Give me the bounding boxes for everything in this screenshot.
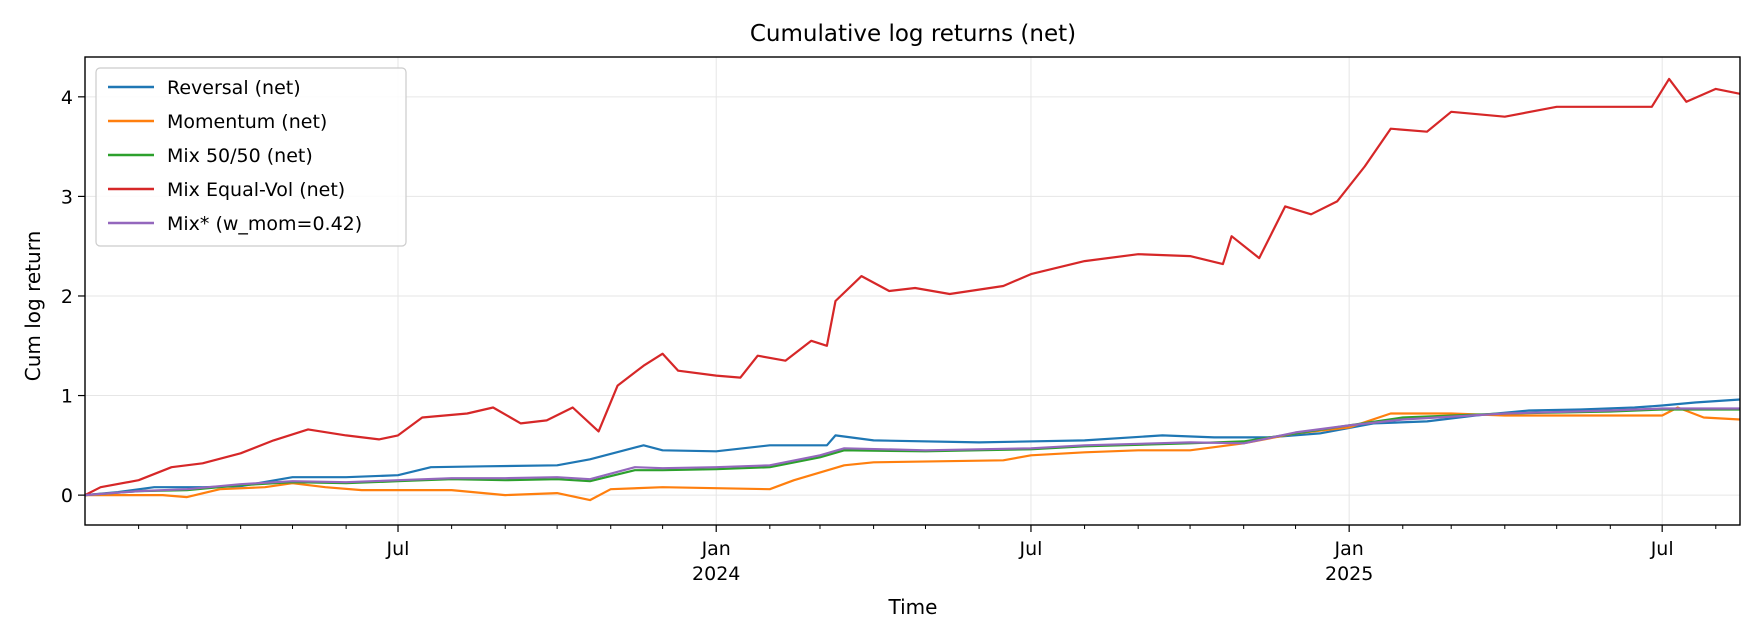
y-axis-title: Cum log return <box>21 231 45 381</box>
x-tick-year-label: 2025 <box>1325 563 1373 585</box>
series-lines <box>84 77 1741 502</box>
y-tick-label: 2 <box>61 286 73 308</box>
y-tick-label: 0 <box>61 485 73 507</box>
y-tick-label: 3 <box>61 186 73 208</box>
x-tick-label: Jul <box>1650 538 1674 560</box>
axis-ticks: 0 1 2 3 4 Jul Jan 2024 Jul Jan 2025 Jul <box>61 87 1717 585</box>
legend-label: Mix 50/50 (net) <box>167 145 313 167</box>
x-axis-title: Time <box>888 595 938 619</box>
legend-label: Reversal (net) <box>167 77 301 99</box>
legend: Reversal (net) Momentum (net) Mix 50/50 (n… <box>95 67 407 247</box>
plot-area-frame <box>84 56 1741 526</box>
legend-label: Momentum (net) <box>167 111 327 133</box>
y-tick-label: 1 <box>61 386 73 408</box>
series-line <box>84 77 1741 497</box>
legend-label: Mix* (w_mom=0.42) <box>167 213 362 235</box>
legend-frame <box>95 67 407 247</box>
legend-label: Mix Equal-Vol (net) <box>167 179 345 201</box>
x-tick-label: Jul <box>386 538 410 560</box>
x-tick-label: Jan <box>1334 538 1364 560</box>
x-tick-label: Jan <box>701 538 731 560</box>
x-tick-year-label: 2024 <box>692 563 740 585</box>
chart-title: Cumulative log returns (net) <box>750 21 1076 47</box>
series-line <box>84 407 1740 497</box>
y-tick-label: 4 <box>61 87 73 109</box>
x-tick-label: Jul <box>1018 538 1042 560</box>
